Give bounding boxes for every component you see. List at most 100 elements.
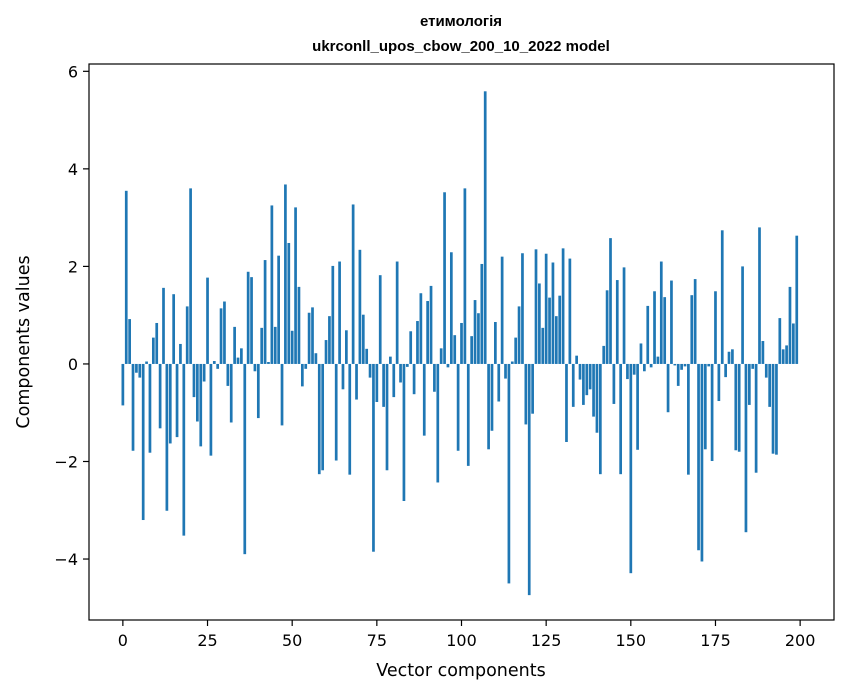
bar xyxy=(720,230,724,364)
bar xyxy=(263,260,267,364)
bar xyxy=(311,307,314,364)
bar xyxy=(256,363,260,419)
bar xyxy=(246,271,250,364)
bar xyxy=(473,300,477,364)
bar xyxy=(334,363,338,461)
bar xyxy=(385,363,389,471)
bar xyxy=(280,363,284,426)
bar xyxy=(436,363,440,483)
bar xyxy=(527,363,531,596)
y-tick-label: 2 xyxy=(68,257,78,276)
bar xyxy=(358,249,362,364)
bar xyxy=(226,363,230,386)
bar xyxy=(480,263,484,364)
bars-group xyxy=(121,91,799,596)
bar xyxy=(135,363,138,373)
bar xyxy=(368,363,372,378)
bar xyxy=(412,363,416,395)
bar xyxy=(707,363,711,367)
bar xyxy=(639,343,643,364)
x-tick-label: 0 xyxy=(118,631,128,650)
bar xyxy=(554,316,558,364)
x-tick-label: 50 xyxy=(282,631,302,650)
bar xyxy=(145,361,148,364)
bar xyxy=(236,357,240,364)
bar xyxy=(141,363,145,521)
bar xyxy=(433,363,436,392)
bar xyxy=(277,255,280,364)
bar xyxy=(456,363,460,451)
bar xyxy=(676,363,680,386)
bar xyxy=(202,363,206,382)
bar xyxy=(304,363,308,369)
bar xyxy=(619,363,623,475)
bar xyxy=(524,363,528,425)
bar xyxy=(754,363,758,473)
bar xyxy=(568,258,572,364)
y-tick-label: 6 xyxy=(68,62,78,81)
bar xyxy=(351,204,355,364)
bar xyxy=(575,355,578,364)
bar xyxy=(365,348,369,364)
bar xyxy=(768,363,772,407)
bar xyxy=(548,297,551,364)
bar xyxy=(185,306,189,364)
bar xyxy=(328,316,331,364)
x-axis-label: Vector components xyxy=(376,661,545,681)
bar xyxy=(622,267,626,364)
x-tick-label: 75 xyxy=(367,631,387,650)
bar xyxy=(216,363,220,369)
bar xyxy=(182,363,186,536)
bar xyxy=(151,337,155,364)
bar xyxy=(409,331,413,364)
bar xyxy=(615,280,619,364)
bar xyxy=(395,261,399,364)
x-tick-label: 100 xyxy=(446,631,477,650)
bar xyxy=(761,341,765,364)
bar xyxy=(233,326,236,364)
bar xyxy=(382,363,385,407)
bar xyxy=(693,279,697,364)
chart-title: етимологія xyxy=(420,13,502,30)
bar xyxy=(449,252,453,364)
bar xyxy=(595,363,599,433)
bar xyxy=(700,363,704,562)
bar xyxy=(463,188,467,364)
bar xyxy=(582,363,585,405)
bar xyxy=(785,345,788,364)
bar xyxy=(751,363,755,369)
y-axis-label: Components values xyxy=(14,255,34,428)
bar xyxy=(703,363,707,450)
bar xyxy=(551,262,555,364)
x-tick-label: 175 xyxy=(700,631,731,650)
bar xyxy=(609,238,612,364)
bar xyxy=(477,313,480,364)
bar xyxy=(659,261,663,364)
bar xyxy=(778,318,782,364)
bar xyxy=(571,363,575,407)
bar xyxy=(544,253,548,364)
bar xyxy=(290,330,294,364)
bar xyxy=(588,363,592,390)
bar xyxy=(179,343,182,364)
bar xyxy=(212,361,216,364)
bar xyxy=(453,335,457,364)
bar xyxy=(534,249,538,364)
bar xyxy=(792,323,795,364)
bar xyxy=(758,227,761,364)
x-axis: 0 25 50 75 100 125 150 175 200 xyxy=(118,620,815,650)
bar xyxy=(636,363,639,450)
bar xyxy=(128,319,131,364)
bar xyxy=(602,345,606,364)
bar xyxy=(795,235,799,364)
bar xyxy=(168,363,172,444)
bar xyxy=(267,362,270,364)
bar xyxy=(612,363,616,404)
chart-subtitle: ukrconll_upos_cbow_200_10_2022 model xyxy=(312,38,610,55)
bar xyxy=(585,363,589,396)
bar xyxy=(443,192,446,364)
bar xyxy=(121,363,125,406)
bar xyxy=(192,363,196,398)
bar xyxy=(724,363,727,378)
